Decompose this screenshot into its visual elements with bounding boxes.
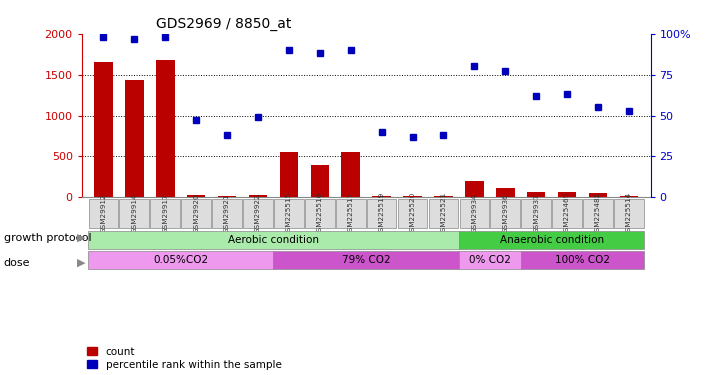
Bar [403,196,422,197]
Text: GSM225514: GSM225514 [626,192,632,236]
FancyBboxPatch shape [88,231,459,249]
FancyBboxPatch shape [88,251,274,269]
FancyBboxPatch shape [552,199,582,228]
Text: GSM29920: GSM29920 [193,194,199,234]
Text: GSM225469: GSM225469 [564,192,570,236]
Text: GSM225482: GSM225482 [595,192,601,236]
Text: GSM225517: GSM225517 [348,192,353,236]
Text: GSM29921: GSM29921 [224,194,230,234]
Text: GSM29936: GSM29936 [502,194,508,234]
Bar [496,188,515,197]
FancyBboxPatch shape [151,199,180,228]
Text: 0.05%CO2: 0.05%CO2 [153,255,208,265]
Text: ▶: ▶ [77,258,85,267]
FancyBboxPatch shape [274,199,304,228]
Text: GSM29917: GSM29917 [162,194,169,234]
FancyBboxPatch shape [212,199,242,228]
FancyBboxPatch shape [181,199,211,228]
FancyBboxPatch shape [367,199,397,228]
Text: GSM29922: GSM29922 [255,194,261,234]
Text: 100% CO2: 100% CO2 [555,255,610,265]
Text: GSM29914: GSM29914 [132,194,137,234]
Bar [249,195,267,197]
Text: ▶: ▶ [77,233,85,243]
FancyBboxPatch shape [336,199,365,228]
Text: GSM29912: GSM29912 [100,194,107,234]
Bar [341,152,360,197]
FancyBboxPatch shape [520,251,644,269]
FancyBboxPatch shape [305,199,335,228]
Bar [311,165,329,197]
Text: GSM29934: GSM29934 [471,194,477,234]
Bar [218,196,236,197]
FancyBboxPatch shape [459,199,489,228]
FancyBboxPatch shape [243,199,273,228]
FancyBboxPatch shape [89,199,118,228]
Text: GDS2969 / 8850_at: GDS2969 / 8850_at [156,17,291,32]
Text: GSM225516: GSM225516 [317,192,323,236]
FancyBboxPatch shape [119,199,149,228]
Text: GSM225520: GSM225520 [410,192,415,236]
Bar [558,192,577,197]
Bar [187,195,205,197]
Bar [279,152,298,197]
Text: dose: dose [4,258,30,267]
Bar [620,196,638,197]
Text: GSM225515: GSM225515 [286,192,292,236]
Text: 0% CO2: 0% CO2 [469,255,510,265]
Text: GSM225521: GSM225521 [440,192,447,236]
Bar [94,62,112,197]
FancyBboxPatch shape [583,199,613,228]
Bar [434,196,453,197]
FancyBboxPatch shape [397,199,427,228]
Bar [156,60,174,197]
Text: GSM29937: GSM29937 [533,194,539,234]
Text: 79% CO2: 79% CO2 [342,255,390,265]
Text: Anaerobic condition: Anaerobic condition [500,235,604,245]
Bar [589,193,607,197]
Text: Aerobic condition: Aerobic condition [228,235,319,245]
Bar [373,196,391,197]
FancyBboxPatch shape [614,199,643,228]
Bar [465,182,483,197]
FancyBboxPatch shape [491,199,520,228]
FancyBboxPatch shape [429,199,459,228]
Text: growth protocol: growth protocol [4,233,91,243]
Legend: count, percentile rank within the sample: count, percentile rank within the sample [87,346,282,370]
FancyBboxPatch shape [459,231,644,249]
FancyBboxPatch shape [521,199,551,228]
FancyBboxPatch shape [459,251,520,269]
FancyBboxPatch shape [274,251,459,269]
Bar [125,80,144,197]
Text: GSM225519: GSM225519 [379,192,385,236]
Bar [527,192,545,197]
